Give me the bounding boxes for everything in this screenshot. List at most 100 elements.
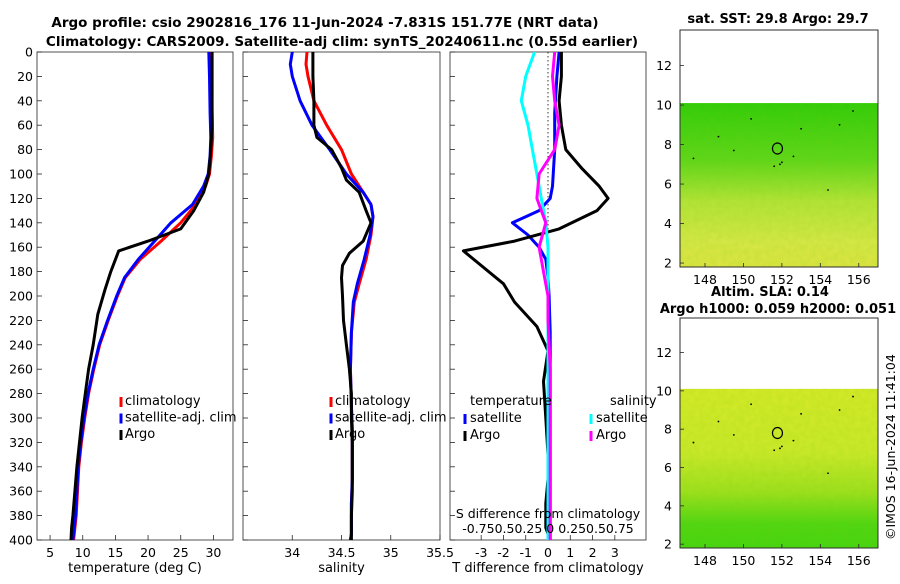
sla_map-ytick-label: 4	[664, 498, 672, 513]
sla_map-xtick-label: 156	[847, 553, 871, 568]
sla_map-ytick-label: 10	[656, 383, 672, 398]
sla_map-argo-float-marker	[771, 426, 784, 440]
difference-xtick-label: -3	[475, 545, 487, 560]
sla_map-island-dot	[692, 441, 695, 444]
difference-legend-label: Argo	[470, 428, 500, 443]
difference-xtick-label: 2	[589, 545, 597, 560]
depth-ytick-label: 80	[17, 142, 33, 157]
temperature-xtick-label: 20	[140, 545, 156, 560]
salinity-legend-label: climatology	[335, 394, 411, 409]
figure-title-line1: Argo profile: csio 2902816_176 11-Jun-20…	[51, 15, 598, 31]
sst_map-ytick-label: 4	[664, 216, 672, 231]
sla-map-subtitle: Argo h1000: 0.059 h2000: 0.051	[660, 302, 896, 317]
sla_map-xtick-label: 152	[770, 553, 794, 568]
sst_map-island-dot	[779, 163, 781, 166]
temperature-legend-label: Argo	[125, 427, 155, 442]
salinity-panel: 34 34.5 35 35.5 salinity climatology satellite…	[242, 51, 454, 576]
sst_map-xtick-label: 154	[808, 272, 832, 287]
depth-ytick-label: 120	[9, 191, 33, 206]
sla_map-island-dot	[792, 439, 795, 442]
sst_map-xtick-label: 156	[847, 272, 871, 287]
salinity-series-argo-line	[311, 52, 373, 540]
depth-ytick-label: 100	[9, 167, 33, 182]
depth-ytick-label: 400	[9, 533, 33, 548]
sst_map-ytick-label: 12	[656, 58, 672, 73]
legend-header-salinity: salinity	[610, 394, 657, 409]
salinity-xtick-label: 35	[383, 545, 399, 560]
difference-xtick-label: 0	[544, 545, 552, 560]
depth-ytick-label: 260	[9, 362, 33, 377]
sst_map-xtick-label: 152	[770, 272, 794, 287]
sst_map-ytick-label: 6	[664, 177, 672, 192]
sst_map-island-dot	[792, 155, 795, 158]
difference-legend-label: satellite	[470, 411, 522, 426]
depth-ytick-label: 300	[9, 411, 33, 426]
salinity-diff-xlabel: S difference from climatology	[456, 506, 641, 521]
sst_map-axes-frame	[679, 29, 879, 268]
depth-ytick-label: 240	[9, 337, 33, 352]
salinity-legend-label: satellite-adj. clim	[335, 411, 447, 426]
depth-ytick-label: 140	[9, 215, 33, 230]
depth-ytick-label: 200	[9, 289, 33, 304]
depth-ytick-label: 0	[25, 45, 33, 60]
sst_map-field-texture	[680, 103, 878, 267]
salinity-legend-label: Argo	[335, 427, 365, 442]
sst_map-xtick-label: 150	[732, 272, 756, 287]
depth-ytick-label: 220	[9, 313, 33, 328]
sla_map-island-dot	[717, 420, 720, 423]
salinity-xlabel: salinity	[318, 561, 365, 576]
temperature-panel: 5 10 15 20 25 3002040608010012014016018020022…	[9, 45, 236, 577]
temperature-xtick-label: 5	[46, 545, 54, 560]
temperature-xtick-label: 10	[75, 545, 91, 560]
sla_map-island-dot	[732, 434, 735, 436]
sla_map-island-dot	[852, 395, 854, 398]
temperature-legend-label: satellite-adj. clim	[125, 411, 237, 426]
difference-series-salinity-satellite-line	[519, 52, 550, 540]
sla_map-ytick-label: 6	[664, 460, 672, 475]
depth-ytick-label: 340	[9, 459, 33, 474]
sla_map-island-dot	[800, 412, 803, 415]
sla_map-ytick-label: 8	[664, 422, 672, 437]
figure-title-line2: Climatology: CARS2009. Satellite-adj cli…	[46, 34, 638, 50]
sla_map-ytick-label: 2	[664, 537, 672, 552]
sla_map-xtick-label: 154	[808, 553, 832, 568]
depth-ytick-label: 20	[17, 69, 33, 84]
difference-panel: -3 -2 -1 0 1 2 3T difference from climatology t…	[449, 51, 657, 576]
temperature-axes-box	[36, 51, 234, 541]
sst_map-xtick-label: 148	[693, 272, 717, 287]
difference-xlabel: T difference from climatology	[451, 561, 644, 576]
difference-series-temperature-argo-line	[461, 52, 610, 540]
depth-ytick-label: 280	[9, 386, 33, 401]
depth-ytick-label: 380	[9, 508, 33, 523]
sst_map-island-dot	[773, 165, 776, 168]
sst_map-ytick-label: 8	[664, 137, 672, 152]
salinity-xtick-label: 34.5	[328, 545, 356, 560]
sst_map-island-dot	[800, 127, 803, 130]
imos-footer: ©IMOS 16-Jun-2024 11:41:04	[883, 354, 898, 540]
temperature-xtick-label: 25	[173, 545, 189, 560]
sla_map-island-dot	[780, 445, 783, 448]
sst-map-panel: 148 150 152 154 156 2 4 6 8 10 12 sat. SST: 29.8 Ar…	[656, 12, 879, 287]
difference-xtick-label: -2	[497, 545, 509, 560]
depth-ytick-label: 320	[9, 435, 33, 450]
temperature-series-argo-line	[69, 52, 214, 540]
difference-series-salinity-argo-line	[535, 52, 561, 540]
sla_map-xtick-label: 148	[693, 553, 717, 568]
sla_map-axes-frame	[679, 317, 879, 549]
sst_map-island-dot	[750, 117, 753, 120]
difference-xtick-label: 1	[566, 545, 574, 560]
difference-legend-label: Argo	[596, 428, 626, 443]
depth-ytick-label: 360	[9, 484, 33, 499]
sla-map-panel: 148 150 152 154 156 2 4 6 8 10 12 Altim. SLA: 0.14 A…	[656, 285, 896, 568]
sla_map-island-dot	[773, 449, 776, 452]
sla_map-xtick-label: 150	[732, 553, 756, 568]
sst_map-argo-float-marker	[771, 142, 784, 155]
difference-xtick-label: 3	[611, 545, 619, 560]
difference-legend-label: satellite	[596, 411, 648, 426]
sla-map-title: Altim. SLA: 0.14	[711, 285, 829, 300]
legend-header-temperature: temperature	[470, 394, 552, 409]
sla_map-island-dot	[838, 409, 841, 411]
sst_map-island-dot	[692, 157, 695, 160]
sla_map-island-dot	[750, 403, 753, 406]
